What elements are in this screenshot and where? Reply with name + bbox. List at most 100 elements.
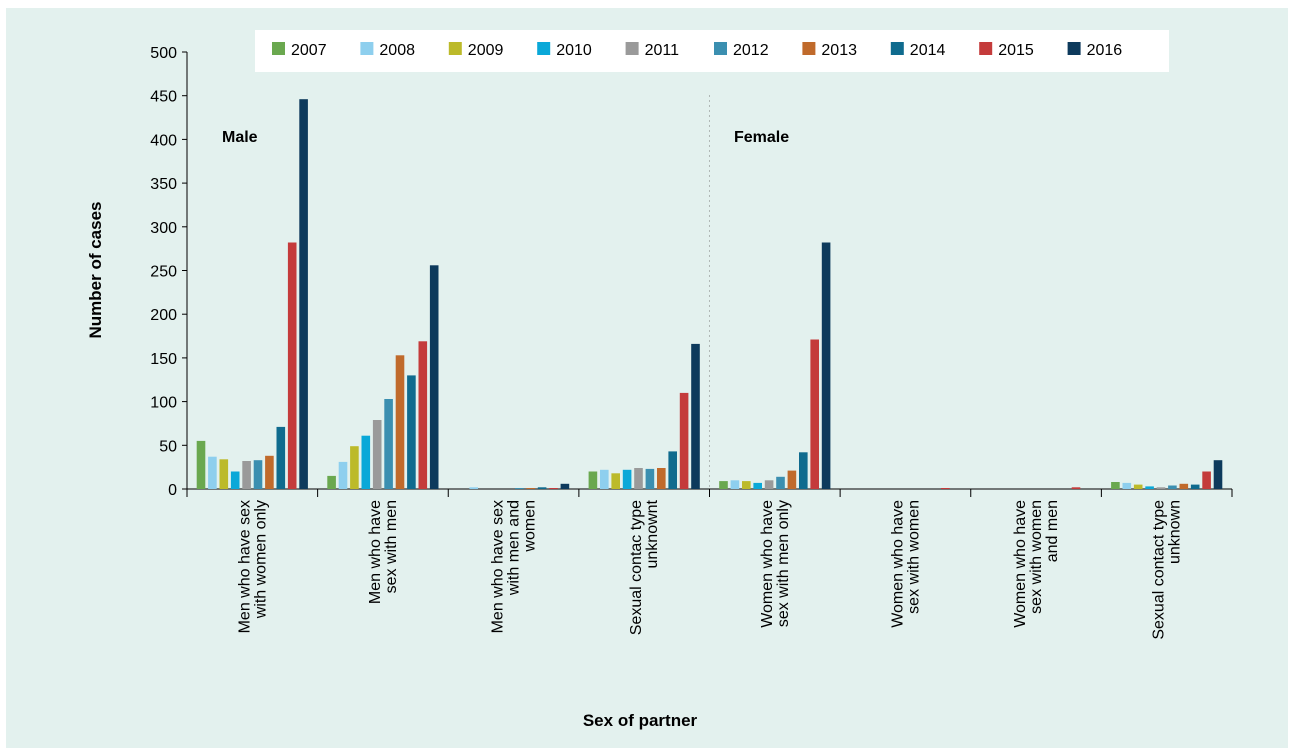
legend-swatch-2014 [890, 42, 904, 55]
legend-swatch-2008 [360, 42, 374, 55]
bar-2010-cat7 [1145, 486, 1154, 489]
category-label: unknown [1167, 500, 1184, 564]
legend-label-2007: 2007 [291, 42, 327, 59]
bar-2007-cat7 [1111, 482, 1120, 489]
y-tick-label: 200 [150, 307, 177, 324]
category-label: and men [1044, 500, 1061, 562]
category-label: with women only [252, 500, 269, 619]
y-tick-label: 400 [150, 132, 177, 149]
legend-label-2015: 2015 [998, 42, 1034, 59]
category-label: sex with women [905, 500, 922, 614]
category-label: women [522, 500, 539, 553]
legend-label-2013: 2013 [821, 42, 857, 59]
category-label: Sexual contac type [628, 500, 645, 635]
bar-2012-cat0 [253, 460, 263, 489]
legend-label-2010: 2010 [556, 42, 592, 59]
category-label: Women who have [889, 500, 906, 628]
bar-2009-cat3 [611, 473, 620, 489]
legend-swatch-2013 [802, 42, 816, 55]
bar-2007-cat3 [588, 471, 598, 489]
category-label: unknownt [644, 499, 661, 568]
bar-2011-cat4 [764, 480, 774, 489]
legend-label-2009: 2009 [468, 42, 504, 59]
bar-2014-cat2 [537, 487, 547, 489]
legend-swatch-2007 [272, 42, 285, 55]
category-label: Women who have [1012, 500, 1029, 628]
category-label: Sexual contact type [1151, 500, 1168, 640]
legend-swatch-2012 [714, 42, 727, 55]
legend-swatch-2015 [979, 42, 993, 55]
bar-2013-cat1 [395, 355, 405, 489]
legend-swatch-2016 [1067, 42, 1081, 55]
y-tick-label: 0 [168, 482, 177, 499]
bar-2010-cat1 [361, 435, 371, 489]
bar-2007-cat1 [327, 475, 336, 489]
group-label-female: Female [734, 129, 789, 146]
bar-2015-cat2 [549, 488, 558, 489]
legend-label-2014: 2014 [910, 42, 946, 59]
bar-2014-cat1 [407, 375, 416, 489]
bar-2016-cat2 [560, 483, 570, 489]
bar-2015-cat7 [1202, 471, 1211, 489]
chart-panel [6, 8, 1288, 748]
bar-2011-cat3 [634, 468, 643, 489]
y-tick-label: 450 [150, 89, 177, 106]
bar-2016-cat4 [821, 242, 831, 489]
legend-swatch-2011 [625, 42, 639, 55]
bar-2013-cat2 [526, 488, 535, 489]
legend-label-2008: 2008 [379, 42, 415, 59]
bar-2015-cat3 [679, 392, 689, 489]
x-axis-title: Sex of partner [583, 711, 698, 730]
category-label: sex with women [1028, 500, 1045, 614]
bar-2013-cat3 [657, 468, 666, 489]
bar-2007-cat0 [196, 440, 206, 489]
bar-2015-cat1 [418, 341, 428, 489]
y-tick-label: 350 [150, 176, 177, 193]
legend-label-2011: 2011 [645, 42, 680, 59]
category-label: sex with men [383, 500, 400, 593]
bar-2008-cat0 [208, 456, 217, 489]
bar-2016-cat3 [691, 343, 700, 489]
bar-2011-cat0 [242, 461, 251, 489]
bar-2014-cat4 [799, 452, 808, 489]
bar-2008-cat2 [469, 487, 478, 489]
legend-box [255, 30, 1169, 72]
legend-swatch-2010 [537, 42, 551, 55]
bar-2016-cat7 [1213, 460, 1223, 489]
bar-2009-cat4 [742, 481, 751, 489]
bar-2012-cat4 [776, 476, 785, 489]
y-tick-label: 250 [150, 264, 177, 281]
bar-2014-cat0 [276, 426, 286, 489]
bar-2012-cat7 [1168, 485, 1177, 489]
bar-2014-cat7 [1190, 484, 1200, 489]
category-label: Men who have sex [490, 500, 507, 633]
bar-2016-cat1 [429, 265, 439, 489]
bar-2011-cat7 [1156, 487, 1166, 489]
group-label-male: Male [222, 129, 258, 146]
y-tick-label: 300 [150, 220, 177, 237]
bar-2009-cat0 [219, 459, 229, 489]
y-tick-label: 100 [150, 395, 177, 412]
bar-2016-cat0 [299, 99, 308, 489]
category-label: Men who have [367, 500, 384, 604]
bar-2010-cat3 [622, 469, 632, 489]
bar-2008-cat4 [730, 480, 740, 489]
category-label: with men and [506, 500, 523, 596]
y-axis-title: Number of cases [86, 202, 105, 339]
bar-2015-cat4 [810, 339, 819, 489]
bar-2012-cat2 [515, 488, 524, 489]
bar-2013-cat7 [1179, 483, 1189, 489]
bar-2009-cat1 [350, 446, 359, 489]
bar-2015-cat5 [941, 488, 950, 489]
category-label: sex with men only [775, 500, 792, 627]
bar-2010-cat0 [230, 471, 240, 489]
bar-2013-cat0 [265, 455, 274, 489]
bar-2012-cat3 [645, 468, 655, 489]
bar-2014-cat3 [668, 451, 677, 489]
bar-2015-cat6 [1071, 487, 1081, 489]
bar-2012-cat1 [384, 399, 393, 489]
legend-label-2016: 2016 [1087, 42, 1123, 59]
y-tick-label: 150 [150, 351, 177, 368]
category-label: Men who have sex [236, 500, 253, 633]
